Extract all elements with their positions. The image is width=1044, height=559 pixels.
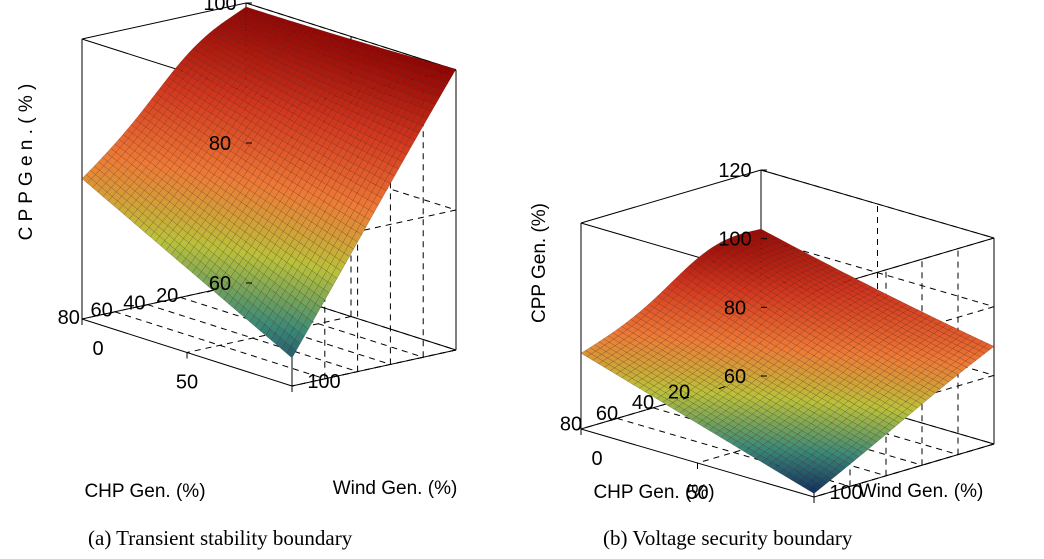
ticks-0: 20 40 60 80 0 50 100 60 80 100 [58, 0, 341, 394]
y-tick-label: 50 [176, 372, 198, 394]
box-edge [760, 169, 995, 239]
axis-labels-1: CHP Gen. (%) Wind Gen. (%) CPP Gen. (%) [529, 203, 983, 503]
x-tick-mark [682, 396, 690, 400]
x-tick-mark [610, 417, 618, 421]
surface-1 [580, 228, 995, 494]
x-tick-label: 60 [90, 300, 112, 322]
surface-patch [446, 67, 457, 77]
axis-labels-0: CHP Gen. (%) Wind Gen. (%) C P P G e n . (… [16, 84, 457, 502]
y-tick-label: 100 [307, 371, 340, 393]
x-tick-mark [646, 407, 654, 411]
x-axis-label: CHP Gen. (%) [84, 481, 205, 502]
z-tick-label: 80 [209, 133, 231, 155]
x-tick-label: 40 [632, 392, 654, 414]
x-tick-label: 40 [123, 292, 145, 314]
x-tick-mark [174, 296, 181, 300]
x-tick-mark [108, 311, 115, 315]
x-tick-label: 20 [668, 382, 690, 404]
x-tick-mark [141, 304, 148, 308]
ticks-1: 20 40 60 80 0 50 100 60 80 100 120 [560, 160, 863, 504]
x-tick-label: 80 [560, 413, 582, 435]
wall-grid-line [291, 209, 457, 247]
x-tick-label: 60 [596, 403, 618, 425]
box-edge [813, 443, 995, 498]
z-axis-label: C P P G e n . ( % ) [16, 84, 37, 241]
z-tick-label: 100 [203, 0, 236, 15]
surface-0 [81, 6, 457, 359]
z-axis-label: CPP Gen. (%) [529, 203, 550, 323]
x-axis-label: CHP Gen. (%) [593, 482, 714, 503]
surface-plot-b: 20 40 60 80 0 50 100 60 80 100 120 CHP Gen. (%) Wind… [529, 160, 995, 504]
box-edge [81, 2, 247, 40]
surface-plot-a: 20 40 60 80 0 50 100 60 80 100 CHP Gen. (%) Wind Ge… [16, 0, 457, 502]
y-axis-label: Wind Gen. (%) [859, 481, 984, 502]
y-tick-label: 50 [686, 482, 708, 504]
x-tick-mark [718, 386, 726, 390]
x-tick-label: 80 [58, 307, 80, 329]
box-edge [580, 169, 762, 224]
y-axis-label: Wind Gen. (%) [333, 478, 458, 499]
z-tick-label: 120 [718, 160, 751, 182]
surface-patch [983, 343, 995, 351]
y-tick-label: 100 [829, 482, 862, 504]
x-tick-label: 20 [156, 285, 178, 307]
y-tick-label: 0 [591, 448, 602, 470]
caption-a: (a) Transient stability boundary [88, 526, 353, 550]
box-edge [245, 2, 457, 71]
x-tick-mark [207, 289, 214, 293]
y-tick-label: 0 [92, 338, 103, 360]
z-tick-label: 80 [724, 297, 746, 319]
z-tick-label: 60 [209, 273, 231, 295]
box-edge [291, 349, 457, 387]
z-tick-label: 60 [724, 366, 746, 388]
caption-b: (b) Voltage security boundary [603, 526, 853, 550]
z-tick-label: 100 [718, 229, 751, 251]
floor-grid-line [186, 316, 352, 353]
